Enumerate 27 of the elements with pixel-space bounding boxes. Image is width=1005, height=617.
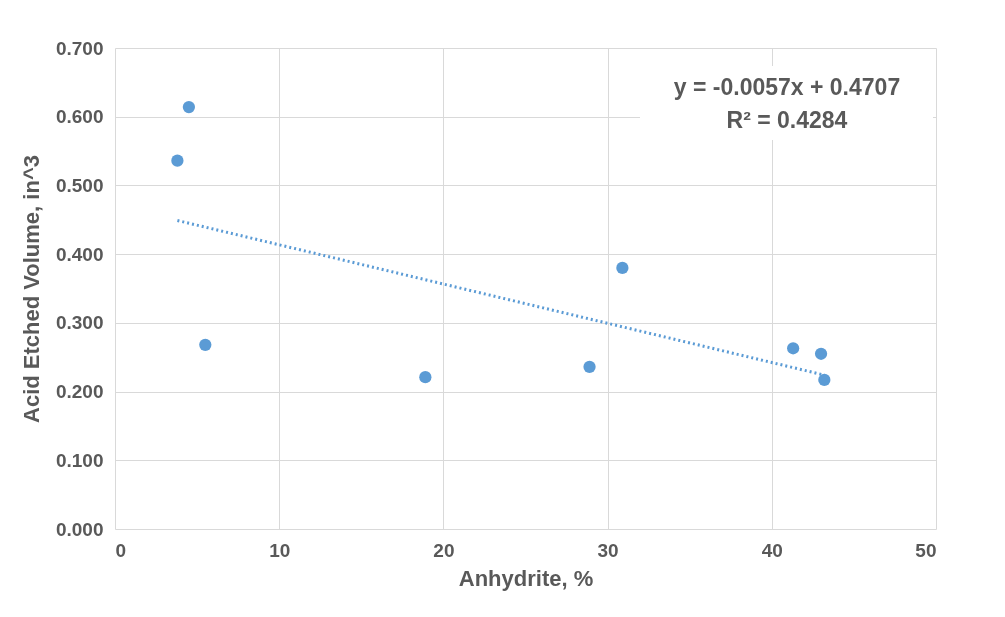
point (419, 371, 432, 384)
annotation: y = -0.0057x + 0.4707 (673, 74, 901, 100)
annotation: R² = 0.4284 (726, 107, 848, 133)
x-axis-title: Anhydrite, % (458, 565, 594, 591)
point (787, 342, 800, 355)
point (583, 360, 596, 373)
y-tick-label: 0.700 (55, 37, 104, 59)
point (616, 261, 629, 274)
point (182, 100, 196, 114)
x-tick-label: 10 (269, 539, 291, 561)
point (171, 154, 184, 167)
y-tick-label: 0.400 (55, 243, 104, 265)
y-tick-label: 0.500 (55, 174, 104, 196)
y-tick-label: 0.300 (55, 312, 104, 334)
y-axis-title: Acid Etched Volume, in^3 (18, 155, 44, 423)
point (199, 338, 212, 351)
y-tick-label: 0.100 (55, 449, 104, 471)
point (818, 373, 831, 386)
x-tick-label: 30 (597, 539, 619, 561)
x-tick-label: 0 (115, 539, 127, 561)
y-tick-label: 0.600 (55, 106, 104, 128)
x-tick-label: 20 (433, 539, 455, 561)
x-tick-label: 40 (761, 539, 783, 561)
x-tick-label: 50 (915, 539, 937, 561)
y-tick-label: 0.200 (55, 381, 104, 403)
y-tick-label: 0.000 (55, 518, 104, 540)
point (814, 347, 828, 360)
